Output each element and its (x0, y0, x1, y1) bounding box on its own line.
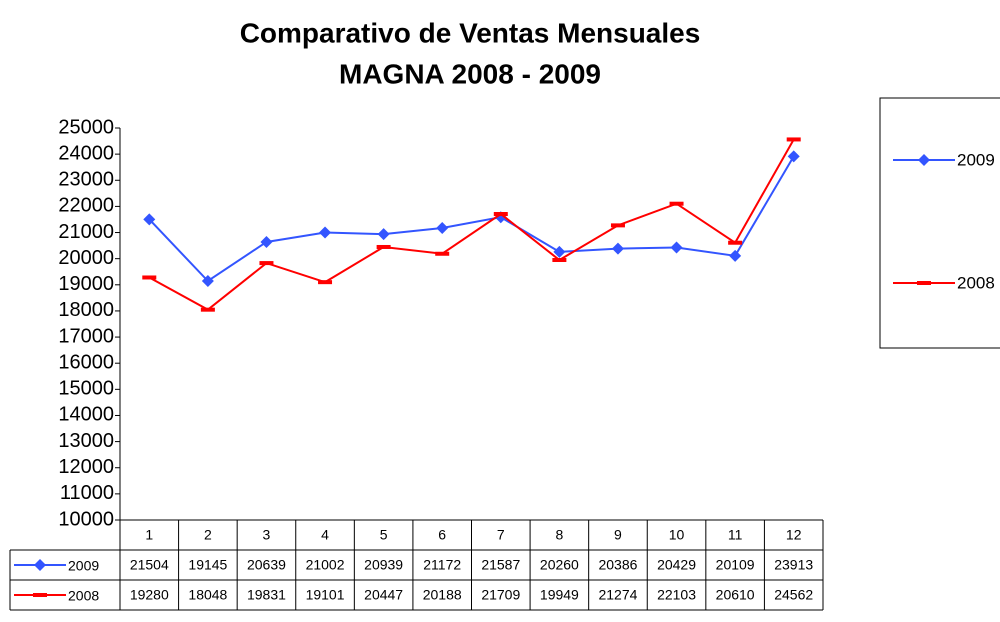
marker (377, 228, 390, 241)
chart-title: Comparativo de Ventas Mensuales (240, 17, 701, 48)
marker (669, 201, 684, 206)
marker (787, 150, 800, 163)
x-tick-label: 4 (321, 527, 329, 543)
x-tick-label: 9 (614, 527, 622, 543)
marker (786, 137, 801, 142)
y-tick-label: 12000 (58, 456, 114, 478)
chart-subtitle: MAGNA 2008 - 2009 (339, 58, 601, 89)
y-tick-label: 18000 (58, 299, 114, 321)
x-tick-label: 10 (669, 527, 685, 543)
x-tick-label: 11 (728, 527, 743, 543)
table-value: 20610 (716, 587, 755, 603)
table-value: 20447 (364, 587, 403, 603)
table-value: 23913 (774, 557, 813, 573)
marker (376, 244, 391, 249)
legend-box (879, 97, 1000, 349)
table-value: 20188 (423, 587, 462, 603)
marker (670, 241, 683, 254)
y-tick-label: 19000 (58, 273, 114, 295)
table-value: 19280 (130, 587, 169, 603)
table-value: 21587 (481, 557, 520, 573)
marker (142, 275, 157, 280)
table-value: 19101 (306, 587, 345, 603)
table-series-name: 2008 (68, 588, 99, 604)
marker (260, 235, 273, 248)
table-value: 20429 (657, 557, 696, 573)
y-tick-label: 14000 (58, 404, 114, 426)
x-tick-label: 6 (438, 527, 446, 543)
y-tick-label: 21000 (58, 221, 114, 243)
y-tick-label: 13000 (58, 430, 114, 452)
marker (729, 249, 742, 262)
marker (143, 213, 156, 226)
x-tick-label: 2 (204, 527, 212, 543)
table-value: 19831 (247, 587, 286, 603)
y-tick-label: 11000 (60, 482, 114, 504)
x-tick-label: 12 (786, 527, 802, 543)
table-value: 20260 (540, 557, 579, 573)
table-legend-marker (34, 559, 46, 571)
table-series-name: 2009 (68, 558, 99, 574)
series-line (148, 138, 795, 311)
table-value: 21274 (598, 587, 637, 603)
y-tick-label: 23000 (58, 169, 114, 191)
y-tick-label: 25000 (58, 116, 114, 138)
marker (552, 257, 567, 262)
x-tick-label: 5 (380, 527, 388, 543)
marker (318, 280, 333, 285)
y-tick-label: 16000 (58, 351, 114, 373)
y-tick-label: 17000 (58, 325, 114, 347)
x-tick-label: 7 (497, 527, 505, 543)
table-value: 20939 (364, 557, 403, 573)
legend-marker (917, 281, 931, 285)
legend-marker (918, 154, 930, 166)
y-tick-label: 10000 (58, 508, 114, 530)
marker (610, 223, 625, 228)
x-tick-label: 8 (555, 527, 563, 543)
table-value: 22103 (657, 587, 696, 603)
marker (201, 275, 214, 288)
table-value: 21504 (130, 557, 169, 573)
y-tick-label: 22000 (58, 195, 114, 217)
marker (436, 222, 449, 235)
marker (200, 307, 215, 312)
y-tick-label: 15000 (58, 378, 114, 400)
table-value: 19145 (188, 557, 227, 573)
y-tick-label: 20000 (58, 247, 114, 269)
marker (493, 212, 508, 217)
legend-label: 2008 (957, 273, 995, 292)
series-line (148, 155, 795, 283)
legend-label: 2009 (957, 150, 995, 169)
table-value: 24562 (774, 587, 813, 603)
table-value: 19949 (540, 587, 579, 603)
y-tick-label: 24000 (58, 142, 114, 164)
table-value: 20639 (247, 557, 286, 573)
x-tick-label: 1 (145, 527, 153, 543)
table-value: 20109 (716, 557, 755, 573)
table-value: 21709 (481, 587, 520, 603)
table-value: 20386 (598, 557, 637, 573)
marker (728, 240, 743, 245)
marker (611, 242, 624, 255)
marker (319, 226, 332, 239)
table-value: 21172 (423, 557, 461, 573)
marker (259, 261, 274, 266)
marker (435, 251, 450, 256)
marker (553, 245, 566, 258)
table-value: 18048 (188, 587, 227, 603)
table-legend-marker (33, 593, 47, 597)
table-value: 21002 (306, 557, 345, 573)
x-tick-label: 3 (263, 527, 271, 543)
